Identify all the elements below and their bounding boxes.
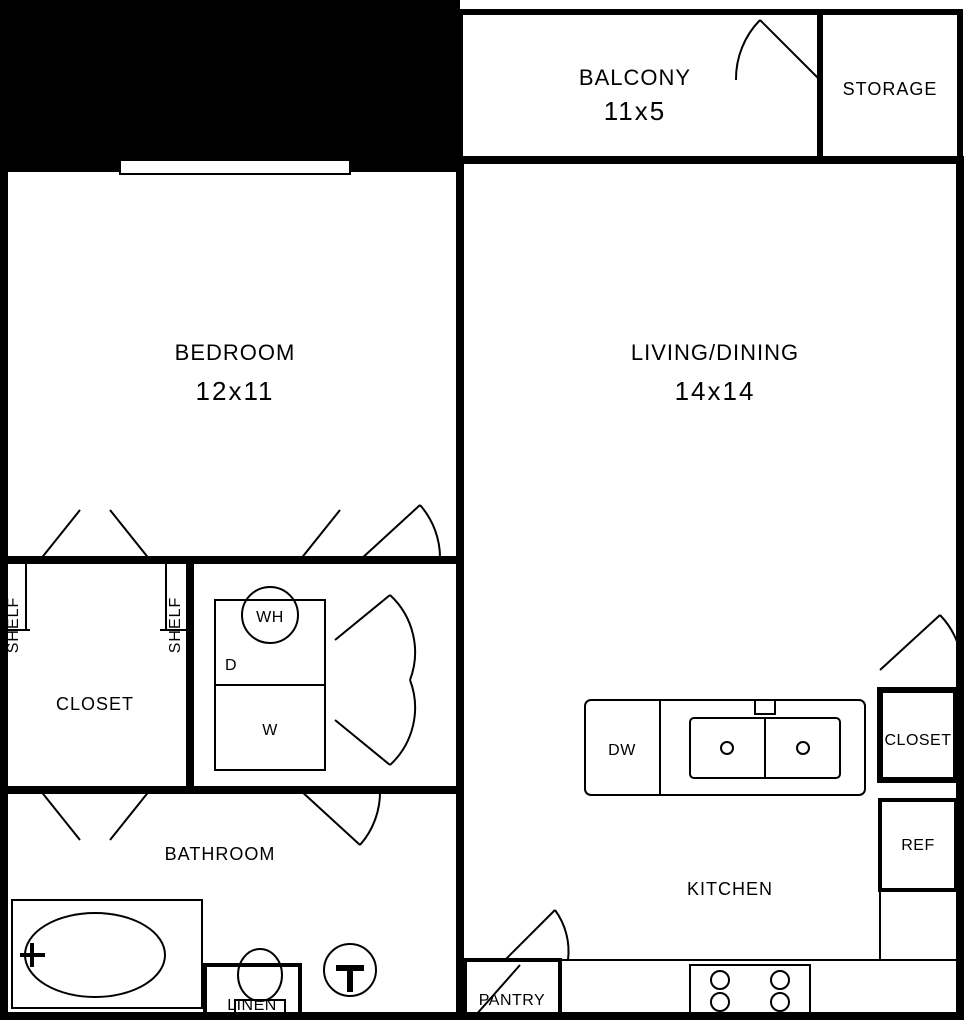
dw-label: DW bbox=[608, 742, 636, 759]
balcony-name: BALCONY bbox=[579, 65, 691, 90]
void-block bbox=[0, 0, 460, 168]
living-dim: 14x14 bbox=[675, 376, 756, 406]
bedroom-dim: 12x11 bbox=[196, 376, 275, 406]
d-label: D bbox=[225, 657, 237, 674]
shelf2-label: SHELF bbox=[167, 597, 184, 654]
linen-name: LINEN bbox=[227, 997, 277, 1014]
ref-label: REF bbox=[901, 837, 935, 854]
w-label: W bbox=[262, 722, 278, 739]
storage-name: STORAGE bbox=[843, 79, 938, 99]
living-name: LIVING/DINING bbox=[631, 340, 799, 365]
walls bbox=[4, 12, 960, 1016]
kitchen-name: KITCHEN bbox=[687, 879, 773, 899]
balcony-dim: 11x5 bbox=[604, 96, 666, 126]
wh-label: WH bbox=[256, 609, 284, 626]
labels: BALCONY 11x5 STORAGE BEDROOM 12x11 LIVIN… bbox=[5, 65, 952, 1014]
bathroom-name: BATHROOM bbox=[165, 844, 276, 864]
closet-entry-name: CLOSET bbox=[884, 732, 951, 749]
floorplan: BALCONY 11x5 STORAGE BEDROOM 12x11 LIVIN… bbox=[0, 0, 974, 1024]
bedroom-name: BEDROOM bbox=[175, 340, 296, 365]
pantry-name: PANTRY bbox=[479, 992, 545, 1009]
closet-bed-name: CLOSET bbox=[56, 694, 134, 714]
shelf1-label: SHELF bbox=[5, 597, 22, 654]
